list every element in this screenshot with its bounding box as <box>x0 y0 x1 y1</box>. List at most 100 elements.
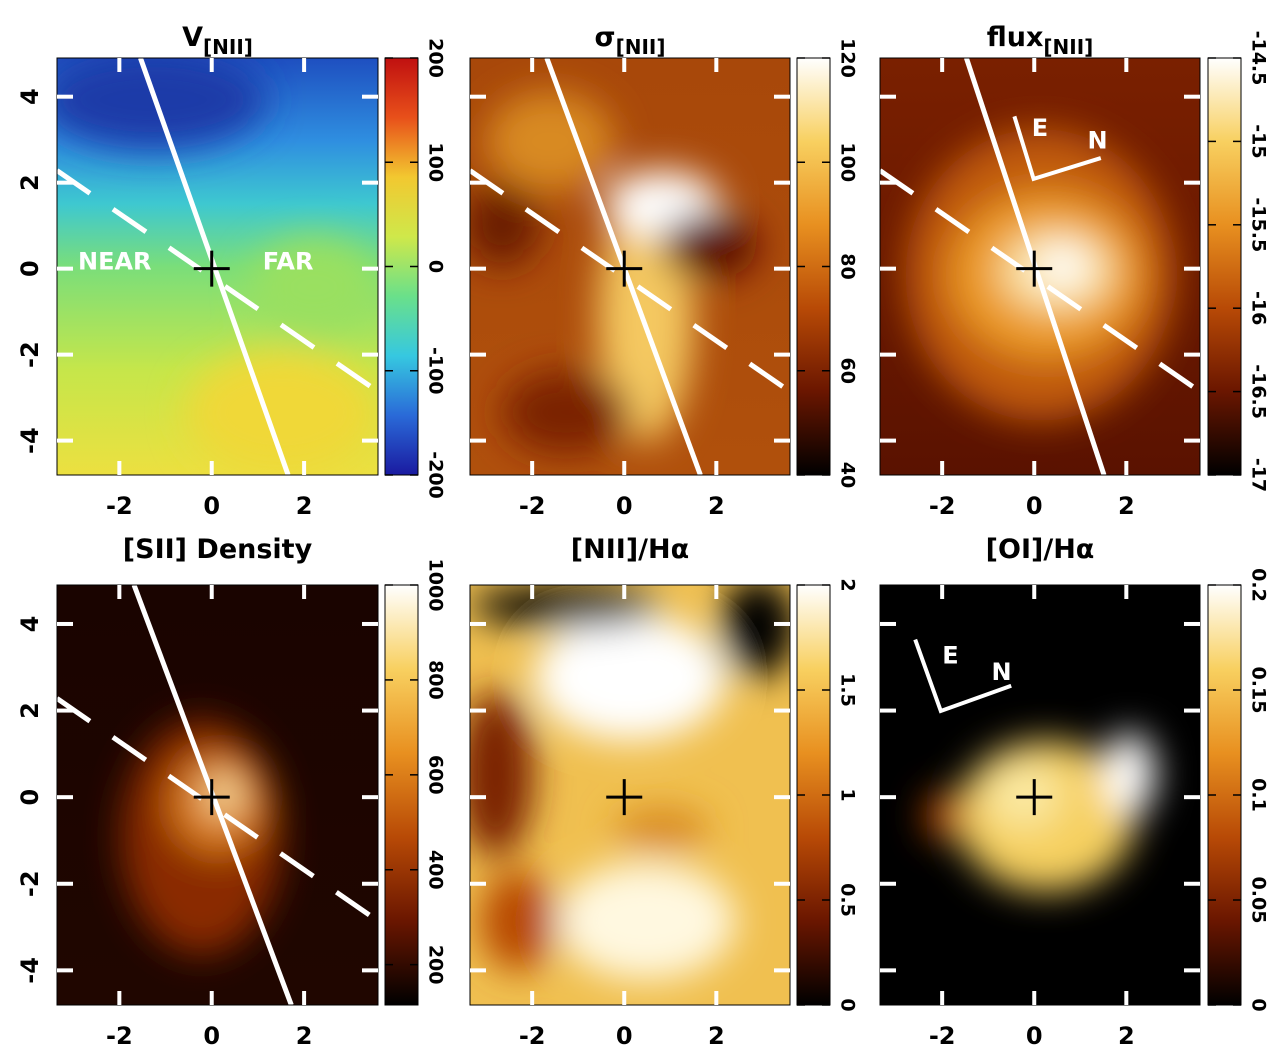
colorbar-tick-label: 120 <box>837 38 859 78</box>
annotation: N <box>992 658 1012 686</box>
colorbar-tick-label: 0.05 <box>1248 877 1270 924</box>
colorbar-tick-label: 1.5 <box>837 673 859 707</box>
map-blob <box>614 808 710 850</box>
annotation: FAR <box>263 247 314 275</box>
colorbar-tick-label: -16.5 <box>1248 364 1270 419</box>
title-main: flux <box>987 22 1044 53</box>
colorbar-tick-label: 0 <box>425 260 447 273</box>
y-tick-label: 0 <box>16 789 44 806</box>
x-tick-label: 2 <box>708 1022 725 1050</box>
map-blob <box>986 761 1063 828</box>
colorbar-tick-label: 800 <box>425 660 447 700</box>
y-tick-label: 2 <box>16 702 44 719</box>
panel-title: flux[NII] <box>987 22 1094 59</box>
x-tick-label: 2 <box>296 492 313 520</box>
figure: NEARFARV[NII]-202-4-2024-200-1000100200σ… <box>0 0 1276 1051</box>
colorbar-tick-label: 1 <box>837 788 859 801</box>
title-main: [OI]/Hα <box>986 534 1095 565</box>
colorbar-tick-label: -15 <box>1248 124 1270 158</box>
y-tick-label: -2 <box>16 870 44 897</box>
panel-title: [NII]/Hα <box>571 534 689 565</box>
panel-title: σ[NII] <box>595 22 666 59</box>
title-main: σ <box>595 22 616 53</box>
map-blob <box>556 862 735 980</box>
x-tick-label: 0 <box>616 1022 633 1050</box>
colorbar-tick-label: 0.1 <box>1248 778 1270 812</box>
map-blob <box>1104 732 1155 816</box>
map-blob <box>662 212 758 279</box>
colorbar-tick-label: 200 <box>425 945 447 985</box>
x-tick-label: 0 <box>203 1022 220 1050</box>
x-tick-label: -2 <box>519 1022 546 1050</box>
x-tick-label: -2 <box>519 492 546 520</box>
colorbar-tick-label: -17 <box>1248 458 1270 492</box>
map-image <box>880 585 1200 1005</box>
y-tick-label: 4 <box>16 616 44 633</box>
y-tick-label: 0 <box>16 260 44 277</box>
x-tick-label: 0 <box>203 492 220 520</box>
map-blob <box>925 791 963 841</box>
colorbar-tick-label: 100 <box>837 142 859 182</box>
annotation: N <box>1088 126 1108 154</box>
x-tick-label: -2 <box>106 1022 133 1050</box>
map-blob <box>502 371 630 454</box>
colorbar-tick-label: 0 <box>837 998 859 1011</box>
colorbar-tick-label: 0.5 <box>837 883 859 917</box>
map-blob <box>486 91 614 191</box>
colorbar <box>385 585 418 1005</box>
colorbar-tick-label: -16 <box>1248 291 1270 325</box>
colorbar <box>1208 58 1241 475</box>
panel: σ[NII] -2 0 2 40 60 80 100 120 <box>464 22 859 521</box>
map-image <box>464 58 790 475</box>
map-blob <box>480 871 557 972</box>
annotation: NEAR <box>78 247 152 275</box>
x-tick-label: 2 <box>1118 492 1135 520</box>
x-tick-label: -2 <box>929 1022 956 1050</box>
map-blob <box>720 577 797 678</box>
y-tick-label: 4 <box>16 88 44 105</box>
colorbar-tick-label: -200 <box>425 451 447 499</box>
colorbar-tick-label: -14.5 <box>1248 31 1270 86</box>
title-subscript: [NII] <box>616 35 666 59</box>
title-main: V <box>182 22 203 53</box>
y-tick-label: -4 <box>16 427 44 454</box>
colorbar-tick-label: 600 <box>425 755 447 795</box>
colorbar-tick-label: 400 <box>425 850 447 890</box>
title-main: [SII] Density <box>123 534 313 565</box>
colorbar-tick-label: 60 <box>837 358 859 384</box>
y-tick-label: -4 <box>16 957 44 984</box>
x-tick-label: 2 <box>708 492 725 520</box>
annotation: E <box>942 641 958 669</box>
colorbar-tick-label: -100 <box>425 347 447 395</box>
colorbar-tick-label: 100 <box>425 142 447 182</box>
map-blob <box>1037 246 1088 288</box>
x-tick-label: 0 <box>616 492 633 520</box>
title-main: [NII]/Hα <box>571 534 689 565</box>
x-tick-label: 0 <box>1026 1022 1043 1050</box>
x-tick-label: 2 <box>296 1022 313 1050</box>
panel-title: V[NII] <box>182 22 253 59</box>
x-tick-label: -2 <box>106 492 133 520</box>
title-subscript: [NII] <box>203 35 253 59</box>
map-image <box>57 585 378 1005</box>
panel-title: [SII] Density <box>123 534 313 565</box>
map-blob <box>470 585 662 627</box>
map-blob <box>464 183 541 266</box>
map-blob <box>534 614 726 740</box>
panel-title: [OI]/Hα <box>986 534 1095 565</box>
title-subscript: [NII] <box>1043 35 1093 59</box>
x-tick-label: -2 <box>929 492 956 520</box>
colorbar-tick-label: 80 <box>837 253 859 279</box>
x-tick-label: 2 <box>1118 1022 1135 1050</box>
colorbar-tick-label: 0.2 <box>1248 568 1270 602</box>
colorbar-tick-label: 40 <box>837 462 859 488</box>
map-blob <box>457 690 534 858</box>
colorbar-tick-label: 200 <box>425 38 447 78</box>
colorbar-tick-label: -15.5 <box>1248 197 1270 252</box>
y-tick-label: -2 <box>16 341 44 368</box>
annotation: E <box>1032 114 1048 142</box>
colorbar-tick-label: 0.15 <box>1248 667 1270 714</box>
